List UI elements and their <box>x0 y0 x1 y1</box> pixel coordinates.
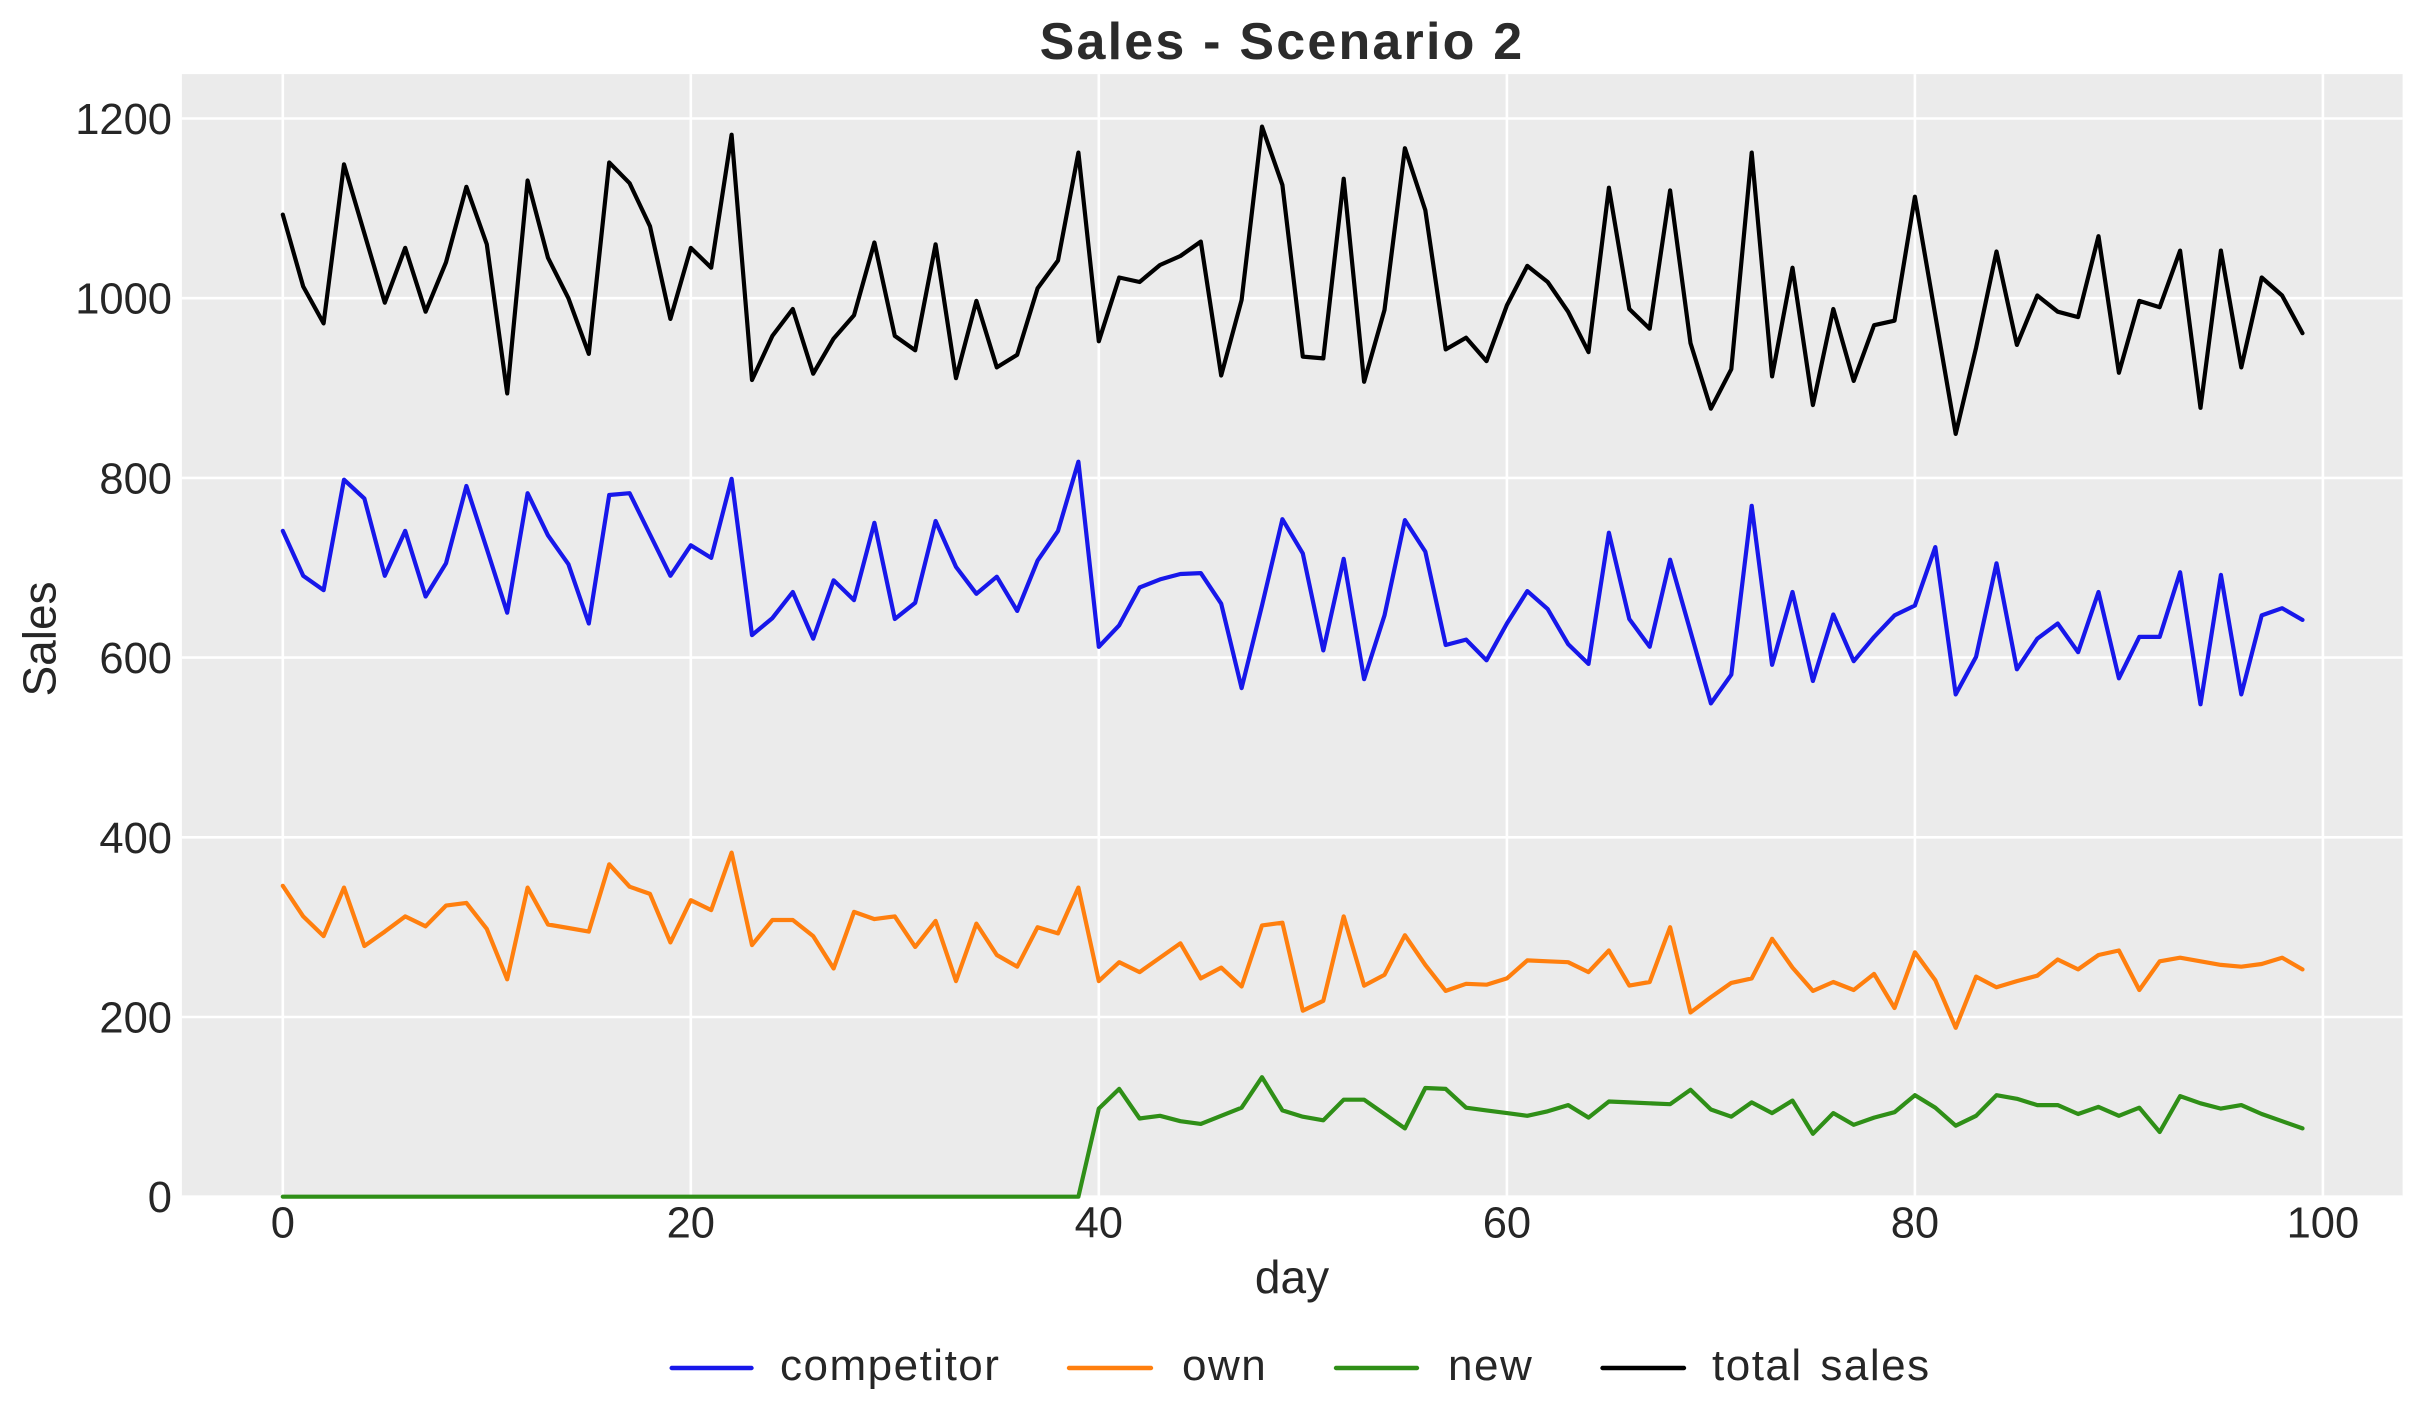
svg-text:600: 600 <box>99 635 172 683</box>
svg-text:1200: 1200 <box>75 96 172 144</box>
svg-text:own: own <box>1182 1341 1267 1390</box>
svg-text:400: 400 <box>99 815 172 863</box>
svg-text:800: 800 <box>99 455 172 503</box>
svg-text:200: 200 <box>99 995 172 1043</box>
svg-text:Sales: Sales <box>14 581 66 696</box>
svg-text:60: 60 <box>1483 1200 1531 1248</box>
svg-text:0: 0 <box>148 1174 172 1222</box>
svg-text:0: 0 <box>271 1200 295 1248</box>
svg-text:1000: 1000 <box>75 276 172 324</box>
svg-text:Sales - Scenario 2: Sales - Scenario 2 <box>1040 13 1525 71</box>
svg-text:new: new <box>1448 1341 1533 1390</box>
svg-text:100: 100 <box>2287 1200 2360 1248</box>
svg-text:total sales: total sales <box>1712 1341 1931 1390</box>
svg-text:20: 20 <box>667 1200 715 1248</box>
svg-text:day: day <box>1255 1251 1329 1303</box>
svg-text:80: 80 <box>1891 1200 1939 1248</box>
svg-text:40: 40 <box>1075 1200 1123 1248</box>
svg-text:competitor: competitor <box>780 1341 1000 1390</box>
